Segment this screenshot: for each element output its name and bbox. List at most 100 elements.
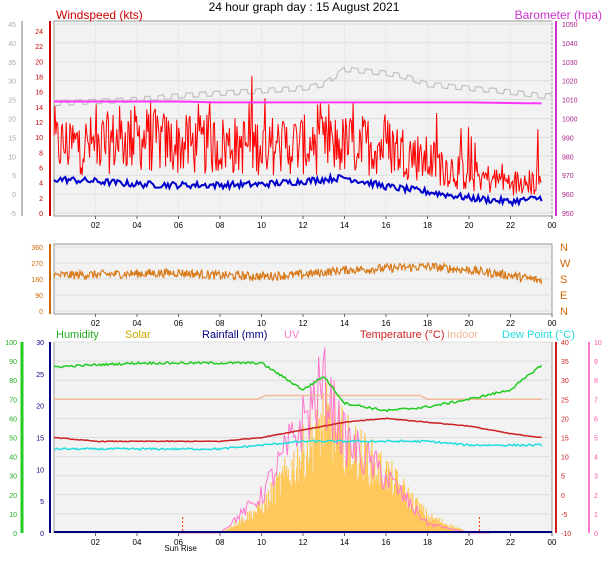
barometer-tick-label: 1050 [562, 22, 578, 29]
outer-left-tick-label: 0 [12, 192, 16, 199]
windspeed-tick-label: 24 [35, 29, 43, 36]
windspeed-tick-label: 2 [39, 196, 43, 203]
rainfall-tick-label: 15 [36, 436, 44, 443]
p3-x-tick-label-04: 04 [133, 538, 142, 547]
humidity-tick-label: 50 [9, 436, 17, 443]
direction-tick-label: 270 [31, 261, 43, 268]
uv-tick-label: 9 [594, 359, 598, 366]
barometer-tick-label: 950 [562, 211, 574, 218]
p2-x-tick-label-04: 04 [133, 319, 142, 328]
p1-x-tick-label-18: 18 [423, 221, 432, 230]
p2-x-tick-label-10: 10 [257, 319, 266, 328]
barometer-tick-label: 970 [562, 173, 574, 180]
windspeed-tick-label: 18 [35, 75, 43, 82]
temperature-tick-label: 35 [561, 359, 569, 366]
uv-tick-label: 4 [594, 455, 598, 462]
temperature-tick-label: 30 [561, 378, 569, 385]
humidity-tick-label: 60 [9, 416, 17, 423]
humidity-tick-label: 70 [9, 397, 17, 404]
barometer-tick-label: 960 [562, 192, 574, 199]
humidity-tick-label: 40 [9, 455, 17, 462]
outer-left-tick-label: 5 [12, 173, 16, 180]
compass-label-S: S [560, 274, 567, 286]
temperature-tick-label: 20 [561, 416, 569, 423]
legend-temperature: Temperature (°C) [360, 329, 444, 341]
p1-x-tick-label-06: 06 [174, 221, 183, 230]
legend-rainfall: Rainfall (mm) [202, 329, 267, 341]
p1-x-tick-label-04: 04 [133, 221, 142, 230]
uv-tick-label: 2 [594, 493, 598, 500]
windspeed-tick-label: 12 [35, 120, 43, 127]
humidity-tick-label: 20 [9, 493, 17, 500]
compass-label-N: N [560, 306, 568, 318]
uv-tick-label: 5 [594, 436, 598, 443]
direction-tick-label: 180 [31, 277, 43, 284]
p1-x-tick-label-22: 22 [506, 221, 515, 230]
windspeed-tick-label: 6 [39, 166, 43, 173]
uv-tick-label: 1 [594, 512, 598, 519]
legend-solar: Solar [125, 329, 151, 341]
barometer-tick-label: 1000 [562, 117, 578, 124]
outer-left-tick-label: 20 [8, 117, 16, 124]
p2-x-tick-label-06: 06 [174, 319, 183, 328]
windspeed-tick-label: 20 [35, 59, 43, 66]
compass-label-E: E [560, 290, 567, 302]
humidity-tick-label: 100 [5, 340, 17, 347]
direction-tick-label: 90 [35, 293, 43, 300]
sunrise-label: Sun Rise [164, 544, 197, 553]
barometer-tick-label: 990 [562, 135, 574, 142]
temperature-tick-label: -10 [561, 531, 571, 538]
barometer-tick-label: 1030 [562, 60, 578, 67]
p3-x-tick-label-22: 22 [506, 538, 515, 547]
temperature-tick-label: 10 [561, 455, 569, 462]
p1-x-tick-label-14: 14 [340, 221, 349, 230]
outer-left-tick-label: 30 [8, 79, 16, 86]
windspeed-tick-label: 14 [35, 105, 43, 112]
p3-x-tick-label-20: 20 [465, 538, 474, 547]
legend-indoor: Indoor [447, 329, 479, 341]
p3-x-tick-label-16: 16 [382, 538, 391, 547]
legend-uv: UV [284, 329, 300, 341]
barometer-tick-label: 1020 [562, 79, 578, 86]
rainfall-tick-label: 5 [40, 499, 44, 506]
compass-label-N: N [560, 242, 568, 254]
p2-x-tick-label-02: 02 [91, 319, 100, 328]
compass-label-W: W [560, 258, 571, 270]
windspeed-panel: Windspeed (kts) Barometer (hpa) 45403530… [8, 8, 602, 230]
temperature-tick-label: 0 [561, 493, 565, 500]
p1-x-tick-label-02: 02 [91, 221, 100, 230]
windspeed-tick-label: 8 [39, 150, 43, 157]
p3-x-tick-label-14: 14 [340, 538, 349, 547]
p1-x-tick-label-16: 16 [382, 221, 391, 230]
humidity-tick-label: 10 [9, 512, 17, 519]
p1-x-tick-label-20: 20 [465, 221, 474, 230]
p2-x-tick-label-08: 08 [216, 319, 225, 328]
barometer-tick-label: 980 [562, 154, 574, 161]
uv-tick-label: 6 [594, 416, 598, 423]
legend-humidity: Humidity [56, 329, 99, 341]
outer-left-tick-label: 10 [8, 154, 16, 161]
direction-tick-label: 0 [39, 309, 43, 316]
rainfall-tick-label: 20 [36, 404, 44, 411]
windspeed-tick-label: 16 [35, 90, 43, 97]
uv-tick-label: 7 [594, 397, 598, 404]
p3-x-tick-label-02: 02 [91, 538, 100, 547]
windspeed-tick-label: 0 [39, 211, 43, 218]
p2-x-tick-label-16: 16 [382, 319, 391, 328]
outer-left-tick-label: -5 [10, 211, 16, 218]
p3-x-tick-label-10: 10 [257, 538, 266, 547]
barometer-tick-label: 1010 [562, 98, 578, 105]
uv-tick-label: 10 [594, 340, 602, 347]
p2-x-tick-label-20: 20 [465, 319, 474, 328]
chart-title: 24 hour graph day : 15 August 2021 [209, 0, 400, 14]
uv-tick-label: 8 [594, 378, 598, 385]
temperature-tick-label: 40 [561, 340, 569, 347]
barometer-tick-label: 1040 [562, 41, 578, 48]
temperature-panel: Humidity Solar Rainfall (mm) UV Temperat… [5, 329, 602, 553]
p2-x-tick-label-18: 18 [423, 319, 432, 328]
windspeed-axis-title: Windspeed (kts) [56, 8, 143, 22]
temperature-tick-label: 15 [561, 436, 569, 443]
humidity-tick-label: 90 [9, 359, 17, 366]
p1-x-tick-label-10: 10 [257, 221, 266, 230]
